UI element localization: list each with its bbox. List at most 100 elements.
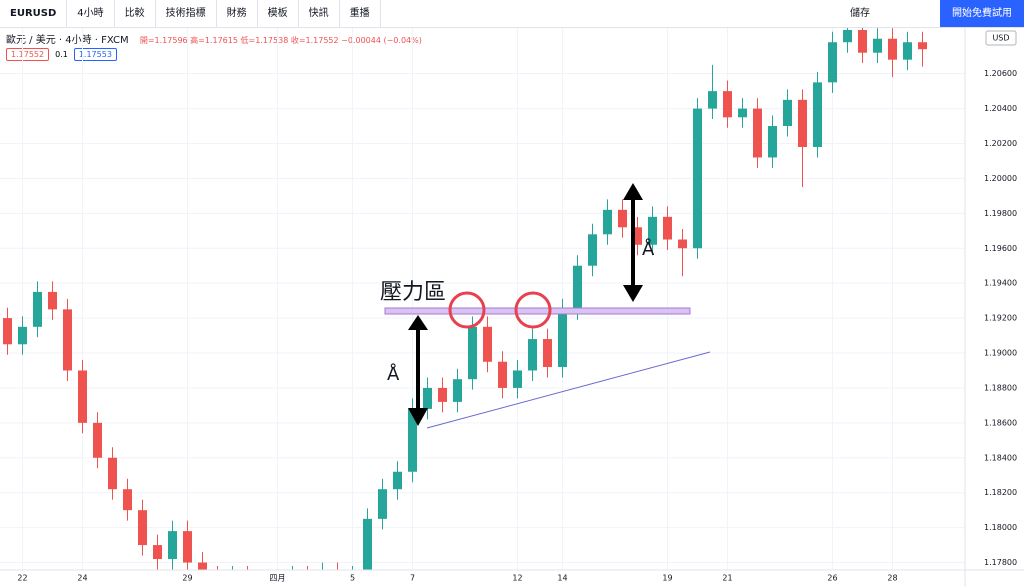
y-tick-label: 1.19200: [984, 314, 1017, 323]
candle-body: [633, 227, 642, 245]
currency-box[interactable]: [985, 30, 1017, 46]
candle-body: [153, 545, 162, 560]
candle-body: [123, 489, 132, 511]
candle-body: [393, 471, 402, 490]
y-tick-label: 1.19600: [984, 244, 1017, 253]
candle-body: [603, 209, 612, 235]
candle-body: [558, 309, 567, 367]
x-tick-label: 四月: [270, 574, 286, 583]
candle-body: [498, 361, 507, 388]
save[interactable]: 儲存: [850, 8, 870, 19]
tool[interactable]: 模板: [258, 0, 299, 27]
candle-body: [168, 531, 177, 560]
candle-body: [198, 562, 207, 570]
candle-body: [453, 379, 462, 402]
ohlc: 開=1.17596 高=1.17615 低=1.17538 收=1.17552 …: [139, 36, 422, 45]
candle-body: [213, 577, 222, 584]
candle-body: [183, 531, 192, 563]
candle-body: [873, 38, 882, 53]
x-tick-label: 24: [77, 574, 87, 583]
x-tick-label: 21: [722, 574, 732, 583]
circle: [514, 291, 552, 329]
candle-body: [648, 216, 657, 245]
y-tick-label: 1.18400: [984, 453, 1017, 462]
x-tick-label: 5: [350, 574, 355, 583]
x-tick-label: 28: [887, 574, 897, 583]
arrow-head: [623, 183, 643, 200]
candle-body: [483, 326, 492, 362]
y-tick-label: 1.20200: [984, 139, 1017, 148]
candle-body: [423, 387, 432, 409]
candle-body: [138, 510, 147, 546]
tool[interactable]: 快訊: [299, 0, 340, 27]
x-tick-label: 26: [827, 574, 837, 583]
candle-body: [63, 309, 72, 371]
y-tick-label: 1.19400: [984, 279, 1017, 288]
candle-body: [243, 577, 252, 587]
tool[interactable]: 財務: [217, 0, 258, 27]
candle-body: [813, 82, 822, 147]
x-tick-label: 29: [182, 574, 192, 583]
arrow-head: [408, 408, 428, 426]
bid[interactable]: 1.17552: [6, 48, 50, 61]
candle-body: [228, 577, 237, 584]
legend: 歐元 / 美元 · 4小時 · FXCM 開=1.17596 高=1.17615…: [6, 31, 422, 46]
y-tick-label: 1.18600: [984, 418, 1017, 427]
candle-body: [288, 577, 297, 584]
candle-body: [693, 108, 702, 249]
circle: [448, 291, 486, 329]
candle-body: [663, 216, 672, 240]
candle-body: [303, 577, 312, 580]
candle-body: [78, 370, 87, 423]
y-tick-label: 1.17800: [984, 558, 1017, 567]
candle-body: [768, 126, 777, 158]
candle-body: [513, 370, 522, 388]
candle-body: [888, 38, 897, 60]
candle-body: [723, 91, 732, 118]
symbol[interactable]: EURUSD: [0, 0, 68, 27]
candle-body: [408, 408, 417, 472]
candle-body: [843, 30, 852, 43]
candle-body: [858, 30, 867, 53]
tool[interactable]: 比較: [115, 0, 156, 27]
candle-body: [588, 234, 597, 266]
candle-body: [438, 387, 447, 402]
arrow-label: Å: [642, 238, 655, 260]
y-tick-label: 1.18200: [984, 488, 1017, 497]
candles: [3, 28, 927, 587]
trial-button[interactable]: 開始免費試用: [940, 0, 1024, 27]
x-tick-label: 22: [17, 574, 27, 583]
y-tick-label: 1.20000: [984, 174, 1017, 183]
currency: USD: [992, 34, 1009, 43]
drawings: 壓力區 Å Å: [380, 183, 711, 429]
candle-body: [828, 42, 837, 83]
candle-body: [903, 42, 912, 60]
candle-body: [543, 339, 552, 367]
candle-body: [3, 318, 12, 345]
y-tick-label: 1.19800: [984, 209, 1017, 218]
candle-body: [378, 489, 387, 519]
pair: 歐元 / 美元 · 4小時 · FXCM: [6, 35, 129, 46]
candle-body: [678, 239, 687, 249]
toolbar: EURUSD 4小時 比較 技術指標 財務 模板 快訊 重播 儲存 開始免費試用: [0, 0, 1024, 28]
arrow-head: [408, 315, 428, 330]
tool[interactable]: 技術指標: [156, 0, 217, 27]
spread: 0.1: [55, 50, 68, 59]
y-tick-label: 1.19000: [984, 349, 1017, 358]
quote-boxes: 1.17552 0.1 1.17553: [6, 48, 117, 61]
tool[interactable]: 重播: [340, 0, 381, 27]
candle-body: [798, 99, 807, 147]
chart: USD 壓力區 Å Å 1.17800 1.18000 1.18200 1.18400…: [0, 28, 1024, 587]
candle-body: [18, 326, 27, 345]
zone-label: 壓力區: [380, 280, 446, 305]
resistance-zone: [384, 307, 691, 315]
interval[interactable]: 4小時: [67, 0, 115, 27]
candle-body: [618, 209, 627, 228]
ask[interactable]: 1.17553: [73, 48, 117, 61]
candle-body: [918, 42, 927, 50]
candle-body: [48, 291, 57, 310]
y-tick-label: 1.18800: [984, 383, 1017, 392]
arrow-label: Å: [387, 363, 400, 385]
x-tick-label: 7: [410, 574, 415, 583]
